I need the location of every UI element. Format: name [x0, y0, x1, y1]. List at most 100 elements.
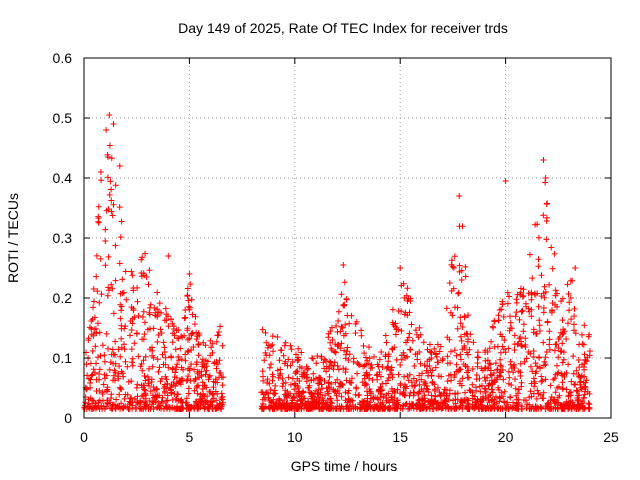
roti-point: [156, 300, 163, 307]
roti-point: [559, 386, 566, 393]
roti-point: [116, 260, 123, 267]
roti-point: [207, 337, 214, 344]
x-tick-label: 10: [287, 429, 303, 445]
roti-point: [189, 311, 196, 318]
roti-point: [188, 347, 195, 353]
roti-point: [401, 392, 408, 399]
roti-point: [339, 324, 346, 331]
roti-point: [479, 405, 486, 412]
roti-point: [332, 349, 339, 356]
roti-point: [500, 313, 507, 320]
y-axis-label: ROTI / TECUs: [5, 193, 21, 283]
roti-point: [194, 370, 201, 377]
roti-point: [184, 292, 191, 299]
roti-point: [156, 364, 163, 371]
roti-point: [490, 370, 497, 377]
roti-point: [389, 319, 396, 326]
roti-point: [169, 396, 176, 403]
roti-point: [261, 405, 268, 412]
roti-point: [299, 390, 306, 396]
roti-point: [345, 387, 352, 394]
roti-point: [333, 405, 340, 412]
roti-point: [530, 375, 537, 382]
roti-point: [197, 402, 204, 409]
roti-point: [118, 307, 125, 314]
roti-point: [559, 359, 566, 366]
roti-point: [413, 377, 420, 384]
roti-point: [535, 303, 542, 310]
roti-point: [137, 405, 144, 412]
roti-point: [275, 374, 282, 381]
roti-point: [121, 346, 128, 353]
roti-point: [542, 179, 549, 186]
roti-point: [371, 353, 377, 360]
roti-point: [338, 340, 345, 347]
roti-point: [550, 376, 557, 383]
roti-point: [507, 313, 513, 320]
roti-point: [374, 376, 381, 383]
roti-point: [298, 349, 305, 356]
roti-point: [439, 357, 446, 364]
roti-point: [102, 238, 109, 244]
roti-point: [291, 386, 298, 393]
roti-point: [404, 373, 411, 380]
roti-point: [384, 377, 391, 384]
roti-point: [276, 357, 283, 364]
x-tick-labels: 0 5 10 15 20 25: [80, 429, 619, 445]
roti-point: [379, 380, 386, 387]
roti-point: [352, 330, 359, 336]
roti-point: [433, 350, 439, 357]
roti-point: [485, 397, 492, 403]
roti-point: [535, 234, 542, 241]
roti-point: [105, 345, 111, 352]
roti-point: [450, 397, 456, 404]
roti-point: [109, 285, 116, 292]
roti-point: [447, 348, 454, 355]
roti-point: [557, 402, 564, 408]
roti-point: [319, 385, 326, 392]
roti-point: [85, 335, 92, 342]
roti-point: [97, 255, 104, 262]
roti-point: [364, 405, 371, 412]
roti-point: [282, 391, 289, 398]
roti-point: [464, 369, 470, 376]
roti-point: [410, 405, 417, 412]
roti-point: [110, 377, 116, 384]
roti-point: [326, 373, 333, 380]
roti-point: [428, 397, 435, 404]
roti-point: [309, 392, 316, 399]
roti-point: [215, 329, 222, 335]
roti-point: [446, 336, 453, 343]
roti-point: [119, 370, 126, 377]
roti-point: [104, 400, 111, 407]
roti-point: [193, 336, 200, 343]
roti-point: [117, 385, 124, 392]
roti-point: [100, 381, 107, 388]
roti-point: [469, 381, 476, 388]
roti-point: [573, 367, 580, 374]
roti-point: [329, 337, 336, 343]
roti-point: [497, 362, 504, 369]
roti-point: [210, 378, 217, 385]
roti-point: [445, 396, 452, 403]
roti-point: [511, 361, 518, 368]
roti-point: [529, 275, 536, 282]
roti-point: [258, 389, 265, 396]
roti-point: [278, 347, 285, 354]
roti-point: [104, 292, 111, 299]
roti-point: [207, 352, 214, 359]
roti-point: [309, 355, 315, 362]
roti-point: [199, 379, 206, 386]
roti-point: [313, 375, 319, 382]
x-tick-label: 5: [186, 429, 194, 445]
axis-ticks: [83, 57, 612, 419]
roti-point: [163, 317, 170, 324]
roti-point: [415, 390, 422, 397]
roti-point: [530, 390, 537, 397]
roti-point: [99, 342, 106, 349]
roti-point: [89, 348, 96, 354]
roti-point: [119, 276, 126, 283]
roti-point: [334, 341, 341, 348]
roti-point: [393, 356, 400, 363]
roti-point: [343, 296, 350, 303]
